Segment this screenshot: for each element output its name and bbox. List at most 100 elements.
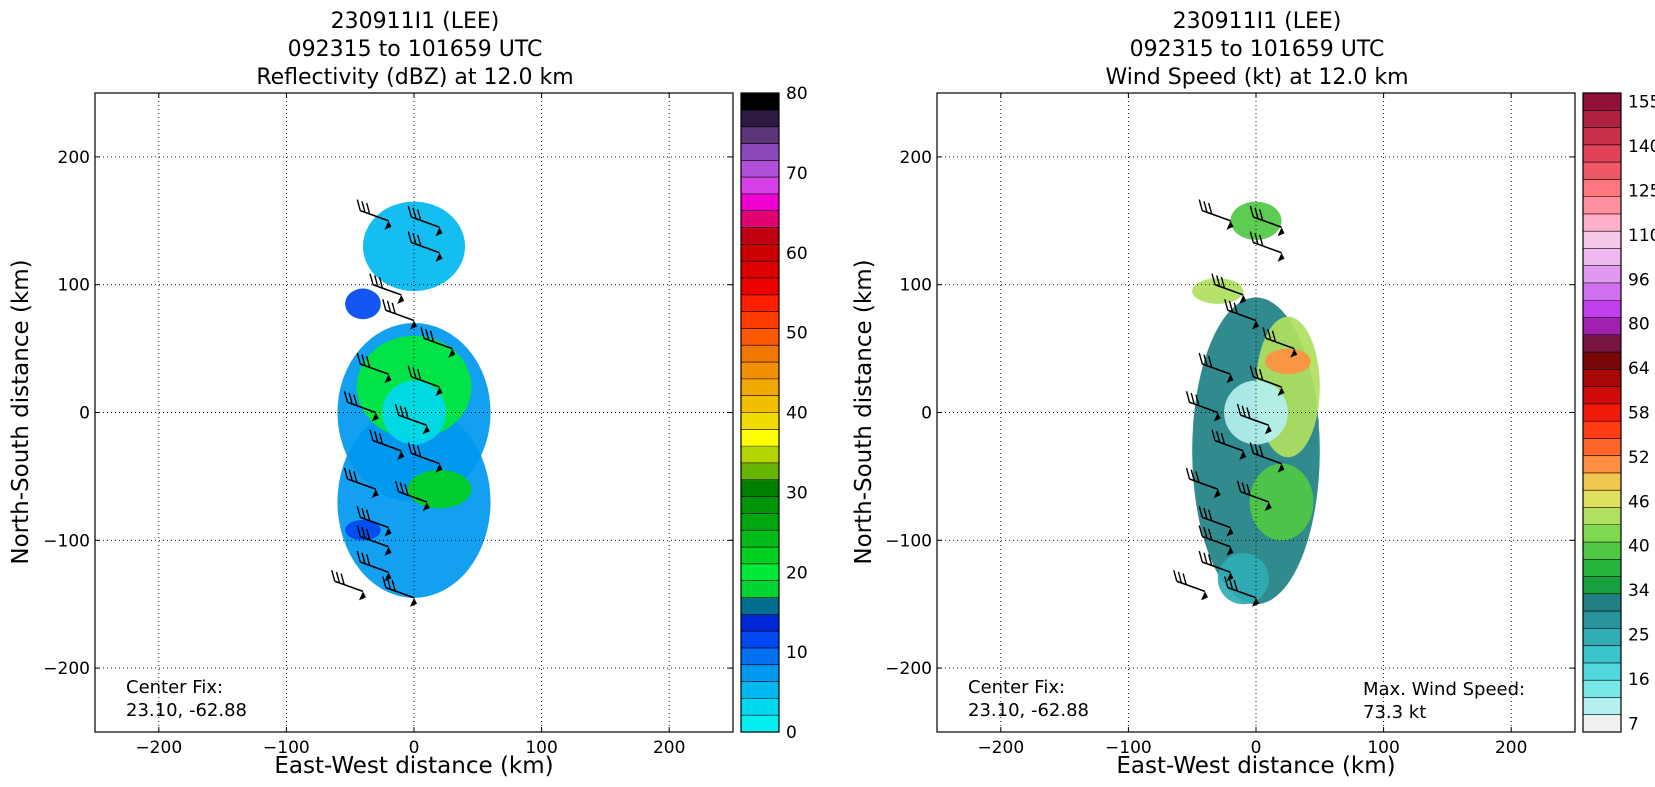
y-tick-label: −200 <box>885 659 932 679</box>
colorbar-frame <box>740 92 780 733</box>
colorbar-bin <box>1583 662 1621 681</box>
wind-barb-5 <box>1262 327 1298 358</box>
gridlines <box>937 93 1575 732</box>
colorbar-bin <box>1583 317 1621 336</box>
wind-barb-8 <box>1185 391 1221 422</box>
colorbar-bin <box>741 126 779 145</box>
wind-barb-6 <box>356 352 392 384</box>
max-wind-label: Max. Wind Speed: <box>1363 679 1525 700</box>
colorbar-bin <box>1583 403 1621 422</box>
field-region-3 <box>382 380 446 445</box>
colorbar-bin <box>741 227 779 245</box>
colorbar-bin <box>741 429 779 447</box>
colorbar-tick-label: 64 <box>1628 359 1650 379</box>
colorbar-bin <box>741 362 779 380</box>
wind-barb-3 <box>1211 273 1247 304</box>
wind-barb-12 <box>343 467 379 499</box>
colorbar-bin <box>741 311 779 330</box>
axis-ticks: −200 −100 0 100 200 −200 −100 0 100 200 <box>885 93 1575 758</box>
wind-barb-0 <box>1198 199 1234 230</box>
colorbar-bin <box>1583 628 1621 647</box>
colorbar-bin <box>1583 162 1621 180</box>
center-fix-value: 23.10, -62.88 <box>126 700 247 721</box>
colorbar-bin <box>741 681 779 699</box>
colorbar-tick-label: 80 <box>786 84 808 104</box>
colorbar-bin <box>1583 507 1621 526</box>
y-tick-label: 200 <box>58 148 90 168</box>
colorbar-bin <box>741 496 779 514</box>
colorbar-tick-label: 140 <box>1628 137 1655 157</box>
wind-barb-16 <box>1198 550 1234 582</box>
colorbar-bin <box>1583 611 1621 629</box>
y-tick-label: 200 <box>900 148 932 168</box>
colorbar-bin <box>1583 265 1621 284</box>
chart-title-line-1: 230911I1 (LEE) <box>1173 9 1342 34</box>
colorbar-bin <box>1583 490 1621 509</box>
colorbar-bin <box>741 597 779 615</box>
colorbar-bin <box>1583 93 1621 111</box>
colorbar-bin <box>741 395 779 414</box>
colorbar-bin <box>741 715 779 733</box>
wind-barb-15 <box>1198 525 1234 556</box>
colorbar-bin <box>1583 196 1621 215</box>
wind-barb-1 <box>1249 205 1285 237</box>
colorbar-bin <box>1583 179 1621 198</box>
wind-barb-5 <box>420 327 456 358</box>
colorbar-tick-label: 60 <box>786 244 808 264</box>
colorbar-bin <box>741 530 779 548</box>
colorbar-bin <box>741 580 779 599</box>
colorbar-bin <box>1583 455 1621 474</box>
colorbar-tick-label: 110 <box>1628 226 1655 246</box>
colorbar-bin <box>1583 127 1621 146</box>
y-tick-label: 100 <box>58 276 90 296</box>
colorbar-bin <box>1583 248 1621 267</box>
center-fix-label: Center Fix: <box>126 677 223 698</box>
wind-barb-1 <box>407 205 443 237</box>
wind-barbs <box>1173 199 1298 607</box>
colorbar-bin <box>1583 300 1621 319</box>
colorbar-bin <box>741 261 779 279</box>
colorbar-bin <box>741 462 779 481</box>
colorbar-tick-label: 34 <box>1628 581 1650 601</box>
wind-barb-2 <box>407 231 443 262</box>
x-tick-label: 0 <box>1251 738 1262 758</box>
y-axis-label: North-South distance (km) <box>851 259 877 564</box>
wind-barb-16 <box>356 550 392 582</box>
colorbar-frame <box>1582 92 1622 733</box>
x-axis-label: East-West distance (km) <box>1116 753 1395 779</box>
wind-barb-0 <box>356 199 392 230</box>
colorbar-bin <box>741 193 779 212</box>
colorbar-bin <box>741 547 779 565</box>
wind-speed-panel: 230911I1 (LEE) 092315 to 101659 UTC Wind… <box>851 9 1655 779</box>
chart-title-line-1: 230911I1 (LEE) <box>331 9 500 34</box>
colorbar-bin <box>741 647 779 666</box>
colorbar-tick-label: 20 <box>786 563 808 583</box>
colorbar-tick-label: 58 <box>1628 404 1650 424</box>
wind-barb-13 <box>1236 480 1272 511</box>
colorbar-bin <box>1583 542 1621 560</box>
wind-barbs <box>331 199 456 607</box>
colorbar-tick-label: 46 <box>1628 492 1650 512</box>
wind-barb-18 <box>382 576 417 607</box>
colorbar: 7 16 25 34 40 46 52 58 64 80 96 110 125 140 155 <box>1582 92 1655 734</box>
x-tick-label: 200 <box>653 738 685 758</box>
y-tick-label: −200 <box>43 659 90 679</box>
colorbar-tick-label: 0 <box>786 723 797 743</box>
colorbar-bin <box>741 479 779 498</box>
colorbar-bin <box>741 244 779 262</box>
colorbar-bin <box>1583 714 1621 733</box>
colorbar-bin <box>1583 680 1621 699</box>
colorbar-bin <box>741 93 779 111</box>
field-region-7 <box>407 470 472 509</box>
x-tick-label: 200 <box>1495 738 1527 758</box>
colorbar-bin <box>1583 645 1621 664</box>
wind-barb-18 <box>1224 576 1259 607</box>
chart-title-line-3: Reflectivity (dBZ) at 12.0 km <box>256 65 573 90</box>
wind-barb-17 <box>331 570 366 601</box>
colorbar-bin <box>741 698 779 716</box>
x-tick-label: −100 <box>263 738 310 758</box>
wind-barb-17 <box>1173 570 1208 601</box>
field-region-3 <box>1224 380 1288 445</box>
colorbar-bin <box>741 563 779 582</box>
y-tick-label: −100 <box>43 531 90 551</box>
